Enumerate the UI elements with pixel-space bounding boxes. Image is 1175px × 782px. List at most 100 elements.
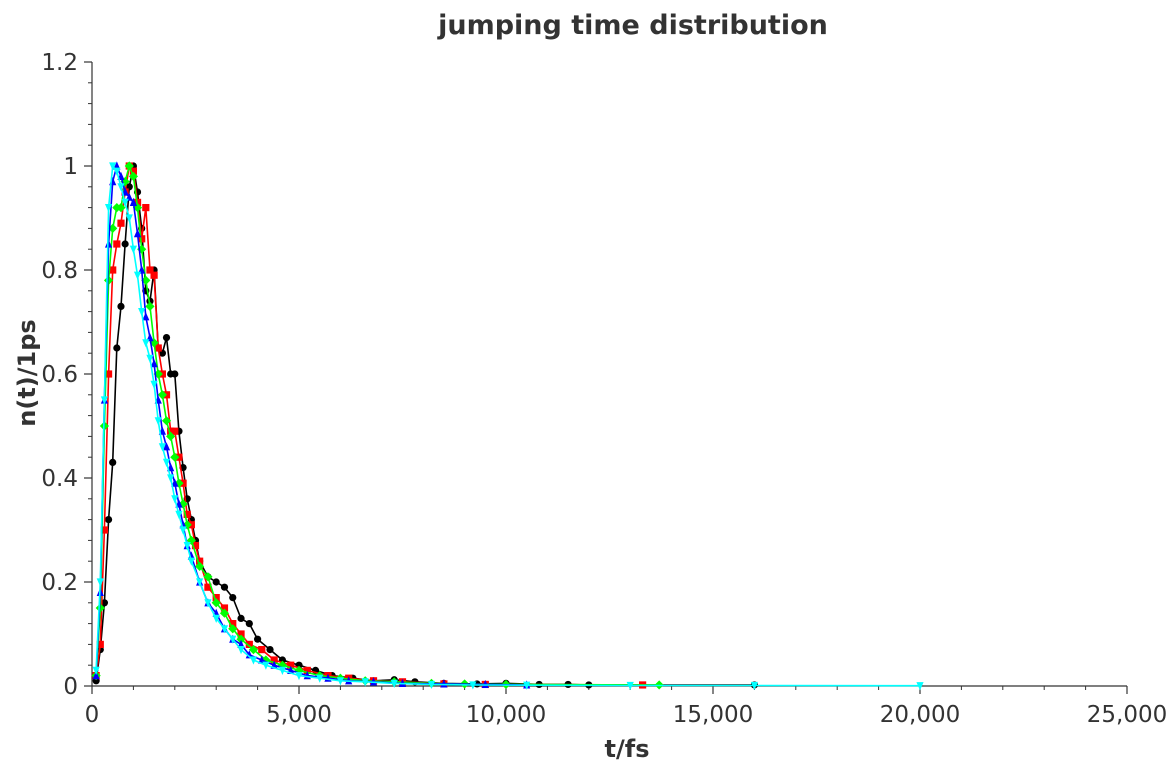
y-tick-label: 1.2 xyxy=(41,50,78,76)
data-point xyxy=(258,655,266,664)
series-line xyxy=(95,163,660,686)
data-point xyxy=(262,661,270,670)
data-point xyxy=(220,625,229,634)
data-point xyxy=(336,677,344,686)
data-point xyxy=(248,645,259,655)
data-point xyxy=(316,674,324,683)
data-point xyxy=(146,333,154,342)
data-point xyxy=(113,167,121,176)
data-point xyxy=(158,443,166,452)
data-point xyxy=(96,640,104,648)
x-axis-label: t/fs xyxy=(605,735,650,763)
data-point xyxy=(916,682,924,691)
data-point xyxy=(191,542,200,550)
data-point xyxy=(245,640,253,648)
data-point xyxy=(237,639,245,648)
data-point xyxy=(138,308,146,317)
data-point xyxy=(128,171,138,181)
y-tick-label: 0.4 xyxy=(41,466,78,492)
data-point xyxy=(171,427,179,435)
data-point xyxy=(179,526,187,535)
data-point xyxy=(361,678,369,687)
data-point xyxy=(117,219,125,227)
data-point xyxy=(117,302,125,310)
x-tick-label: 25,000 xyxy=(1087,702,1167,728)
data-point xyxy=(146,354,154,363)
data-point xyxy=(278,666,287,675)
series-line xyxy=(95,165,755,686)
data-point xyxy=(166,431,176,441)
data-point xyxy=(229,620,237,628)
data-point xyxy=(109,162,117,171)
data-point xyxy=(211,598,221,608)
x-tick-label: 10,000 xyxy=(466,702,546,728)
data-point xyxy=(204,583,212,591)
data-point xyxy=(196,578,204,587)
series-2 xyxy=(92,162,647,689)
data-point xyxy=(125,214,133,223)
data-point xyxy=(167,474,175,483)
data-point xyxy=(195,561,205,571)
data-point xyxy=(237,630,245,638)
data-point xyxy=(133,229,142,238)
data-point xyxy=(142,312,150,321)
data-point xyxy=(104,370,113,378)
data-point xyxy=(133,271,142,280)
data-point xyxy=(187,557,195,566)
data-point xyxy=(220,583,229,591)
data-point xyxy=(182,520,192,530)
x-tick-label: 0 xyxy=(85,702,100,728)
series-5 xyxy=(92,162,924,691)
data-point xyxy=(750,681,758,691)
data-point xyxy=(113,344,121,352)
data-point xyxy=(203,572,213,582)
data-point xyxy=(270,656,278,664)
data-point xyxy=(303,666,311,674)
axes: 0 5,000 10,000 15,000 20,000 25,000 0 0.2 0.4 0.6… xyxy=(41,50,1167,728)
data-point xyxy=(138,265,146,274)
data-point xyxy=(245,620,253,628)
data-point xyxy=(469,681,477,690)
data-point xyxy=(150,359,158,368)
data-point xyxy=(162,458,171,467)
data-point xyxy=(183,542,191,551)
data-point xyxy=(121,198,129,207)
data-point xyxy=(161,416,172,426)
data-point xyxy=(212,594,220,602)
chart-title: jumping time distribution xyxy=(437,10,828,41)
data-point xyxy=(390,679,398,688)
y-tick-label: 0.8 xyxy=(41,258,78,284)
data-point xyxy=(245,650,253,659)
data-point xyxy=(236,634,246,644)
data-point xyxy=(171,370,179,378)
data-point xyxy=(427,680,436,690)
data-point xyxy=(121,240,129,248)
data-point xyxy=(237,646,245,655)
data-point xyxy=(481,679,489,689)
data-point xyxy=(116,203,126,213)
y-axis-label: n(t)/1ps xyxy=(13,319,41,426)
data-point xyxy=(183,510,191,518)
series-layer xyxy=(91,161,924,691)
data-point xyxy=(113,240,121,248)
data-point xyxy=(104,516,113,524)
data-point xyxy=(254,635,262,643)
y-tick-label: 1 xyxy=(63,154,78,180)
data-point xyxy=(171,478,179,487)
data-point xyxy=(100,526,109,534)
data-point xyxy=(113,161,121,170)
data-point xyxy=(170,452,180,462)
data-point xyxy=(369,677,378,686)
data-point xyxy=(145,301,155,311)
data-point xyxy=(117,183,125,192)
data-point xyxy=(109,458,117,466)
data-point xyxy=(129,167,137,175)
data-point xyxy=(150,380,158,389)
data-point xyxy=(125,192,133,201)
data-point xyxy=(157,390,167,400)
y-tick-label: 0.6 xyxy=(41,362,78,388)
data-point xyxy=(162,442,171,451)
data-point xyxy=(162,334,171,342)
